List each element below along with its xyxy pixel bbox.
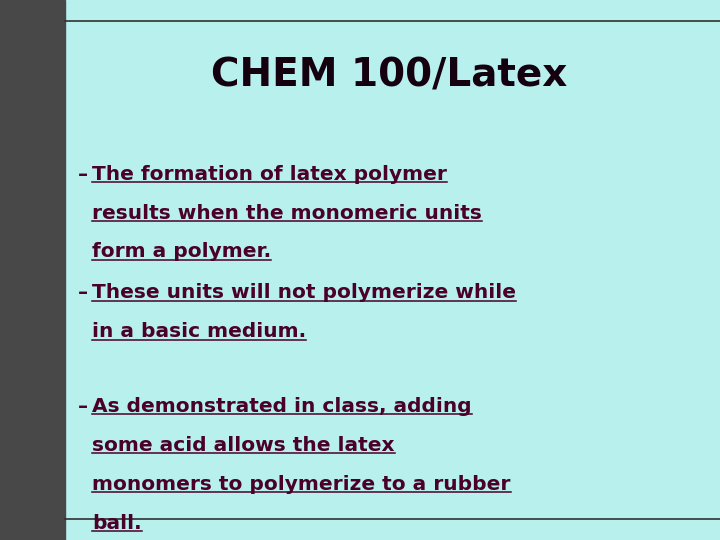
Text: These units will not polymerize while: These units will not polymerize while	[92, 284, 516, 302]
Bar	[0, 0, 65, 540]
Text: CHEM 100/Latex: CHEM 100/Latex	[211, 57, 567, 94]
Text: –: –	[78, 284, 88, 302]
Text: some acid allows the latex: some acid allows the latex	[92, 436, 395, 455]
Text: results when the monomeric units: results when the monomeric units	[92, 204, 482, 222]
Text: ball.: ball.	[92, 514, 142, 532]
Text: form a polymer.: form a polymer.	[92, 242, 271, 261]
Text: The formation of latex polymer: The formation of latex polymer	[92, 165, 447, 184]
Text: –: –	[78, 165, 88, 184]
Text: As demonstrated in class, adding: As demonstrated in class, adding	[92, 397, 472, 416]
Text: –: –	[78, 397, 88, 416]
Text: monomers to polymerize to a rubber: monomers to polymerize to a rubber	[92, 475, 510, 494]
Text: in a basic medium.: in a basic medium.	[92, 322, 306, 341]
